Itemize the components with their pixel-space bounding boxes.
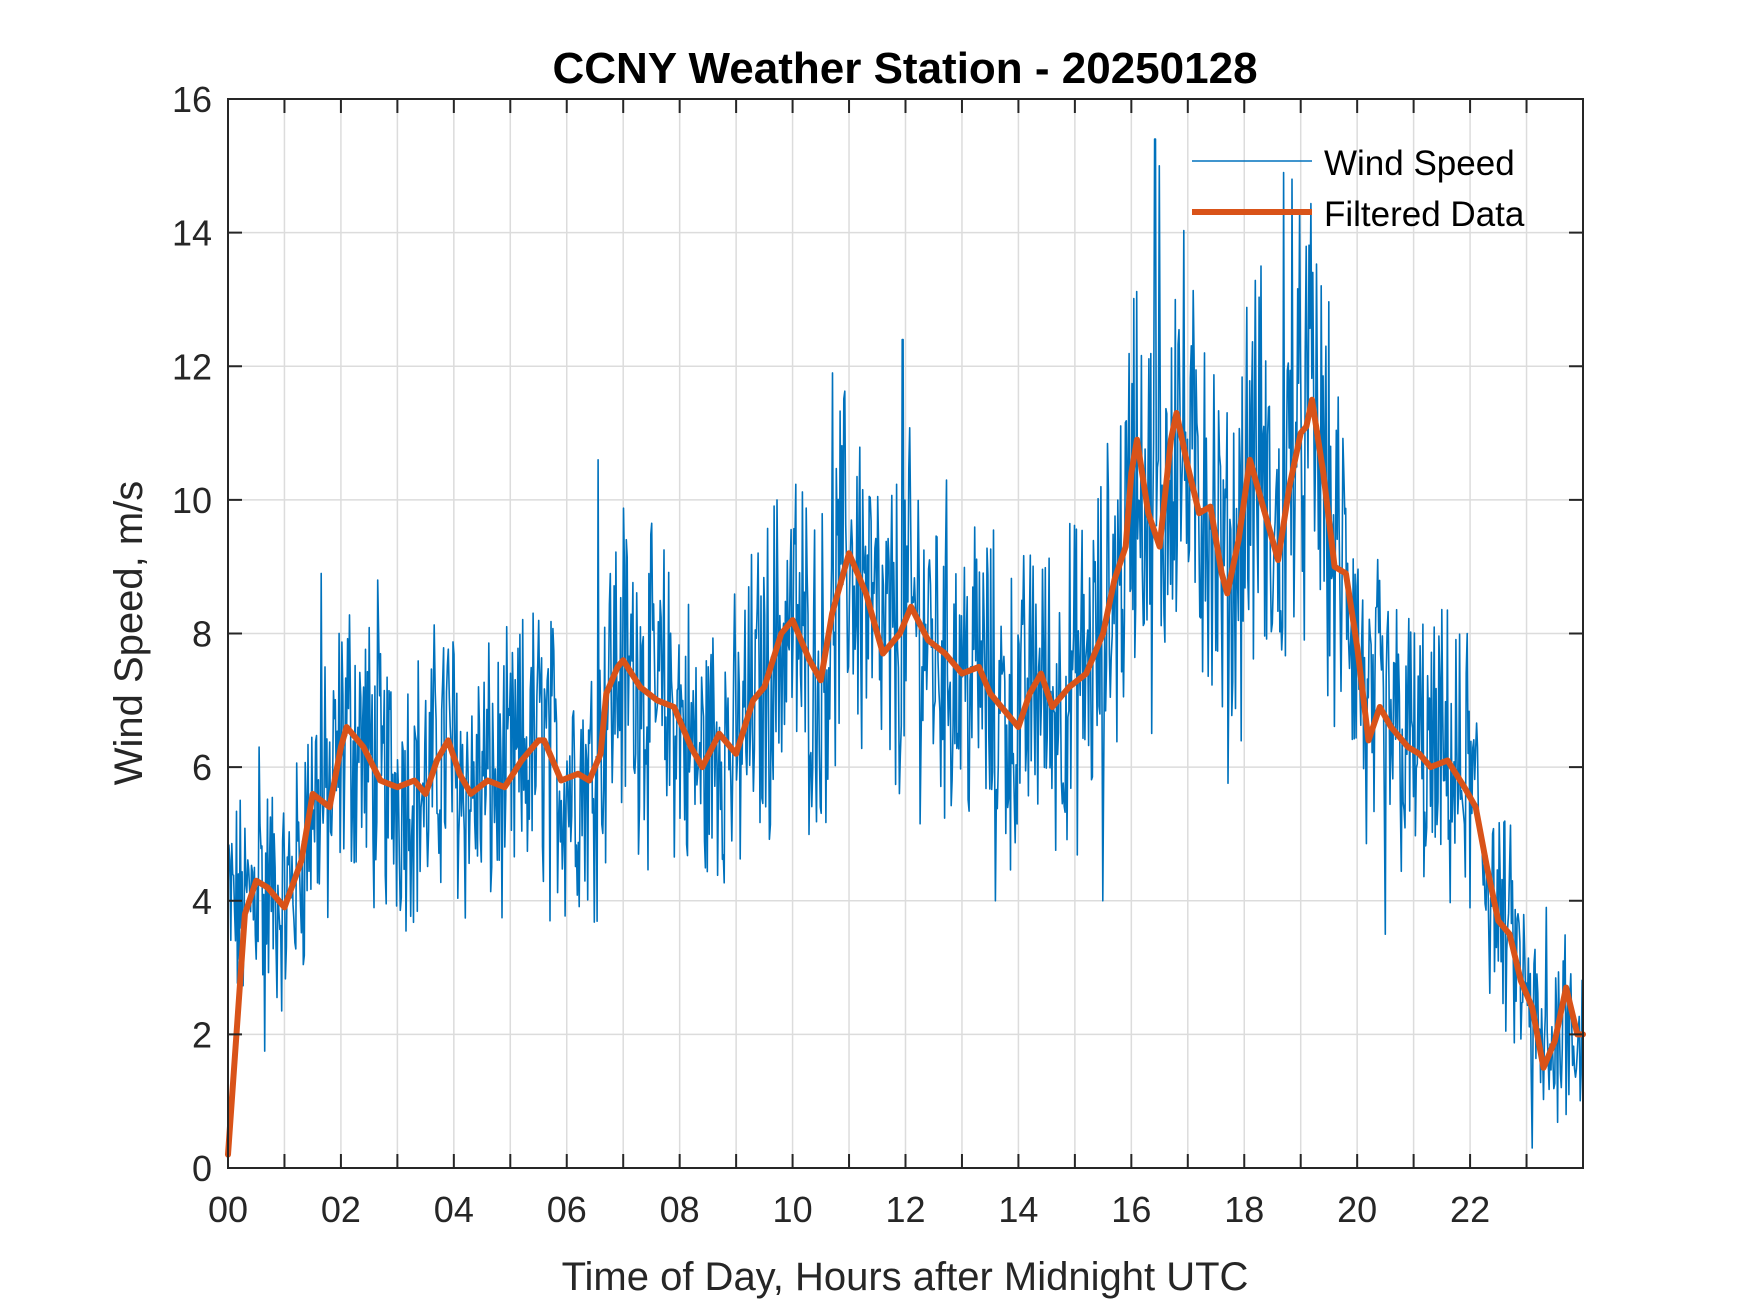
x-tick-label: 10 [773,1189,813,1230]
x-tick-label: 04 [434,1189,474,1230]
x-tick-label: 08 [660,1189,700,1230]
y-tick-label: 16 [172,79,212,120]
filtered-data-series [225,396,1586,1158]
legend-filtered-data-label: Filtered Data [1324,195,1525,234]
y-tick-label: 14 [172,213,212,254]
y-tick-label: 6 [192,747,212,788]
y-tick-label: 0 [192,1148,212,1189]
y-tick-label: 2 [192,1014,212,1055]
chart-title: CCNY Weather Station - 20250128 [552,44,1257,93]
wind-speed-series [227,138,1584,1149]
filtered-data-line [225,396,1586,1158]
legend: Wind Speed Filtered Data [1192,144,1525,234]
x-tick-label: 22 [1450,1189,1490,1230]
legend-wind-speed-label: Wind Speed [1324,144,1515,183]
x-tick-label: 00 [208,1189,248,1230]
x-tick-label: 16 [1111,1189,1151,1230]
x-tick-label: 12 [885,1189,925,1230]
y-tick-label: 4 [192,881,212,922]
x-tick-label: 06 [547,1189,587,1230]
x-tick-label: 02 [321,1189,361,1230]
y-axis-label: Wind Speed, m/s [107,481,151,786]
x-axis-ticks: 00 02 04 06 08 10 12 14 16 18 20 22 [208,99,1528,1230]
y-tick-label: 12 [172,346,212,387]
x-axis-label: Time of Day, Hours after Midnight UTC [562,1255,1249,1299]
y-axis-ticks: 0 2 4 6 8 10 12 14 16 [172,79,1583,1189]
x-tick-label: 14 [998,1189,1038,1230]
y-tick-label: 10 [172,480,212,521]
wind-speed-line [227,138,1584,1149]
x-tick-label: 20 [1337,1189,1377,1230]
y-tick-label: 8 [192,614,212,655]
x-tick-label: 18 [1224,1189,1264,1230]
